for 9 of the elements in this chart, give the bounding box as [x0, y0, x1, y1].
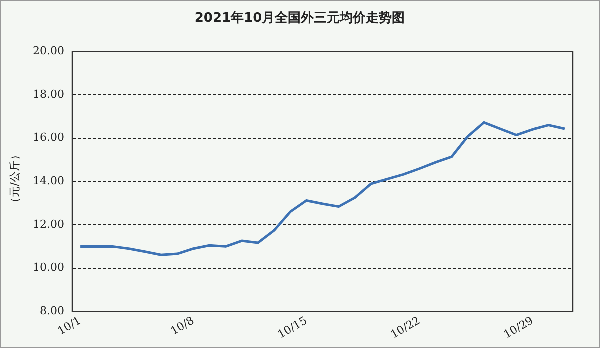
y-tick-label: 10.00: [32, 261, 64, 274]
y-tick-label: 16.00: [32, 131, 64, 144]
y-axis-title: （元/公斤）: [8, 150, 22, 208]
y-tick-label: 14.00: [32, 174, 64, 188]
y-tick-label: 12.00: [32, 218, 64, 231]
chart-title: 2021年10月全国外三元均价走势图: [194, 10, 406, 27]
y-tick-label: 18.00: [32, 88, 64, 101]
x-tick-label: 10/8: [168, 314, 197, 338]
y-tick-label: 20.00: [32, 44, 64, 58]
